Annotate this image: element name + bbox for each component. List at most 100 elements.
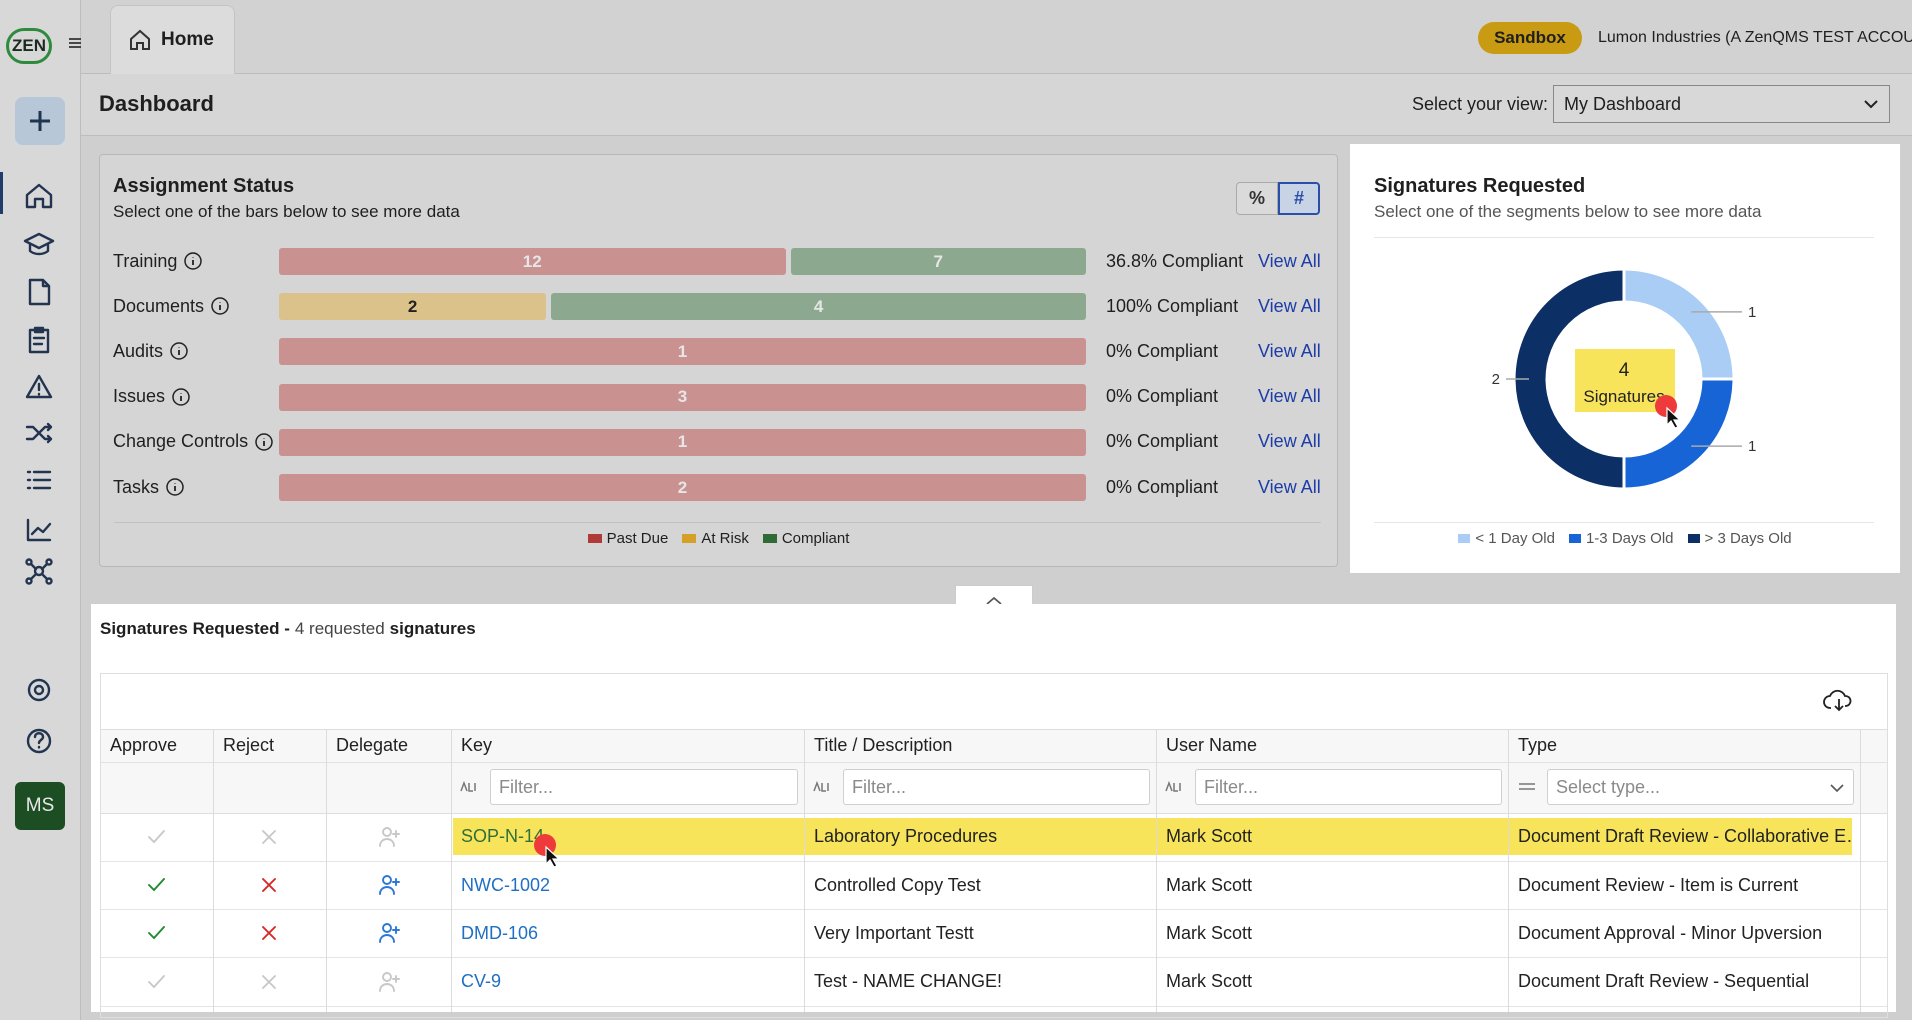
filter-placeholder: Filter... xyxy=(1204,776,1259,797)
legend-swatch xyxy=(587,534,602,543)
bar-value: 12 xyxy=(522,251,542,271)
row-label: Issues xyxy=(113,386,166,407)
info-circle xyxy=(255,433,273,451)
approve-button[interactable] xyxy=(144,873,170,897)
reject-button[interactable] xyxy=(257,921,283,945)
row-divider xyxy=(101,861,1887,862)
home-tab[interactable]: Home xyxy=(110,5,235,74)
row-divider xyxy=(101,1006,1887,1007)
status-bar[interactable]: 4 xyxy=(551,293,1086,321)
cell-user: Mark Scott xyxy=(1166,874,1253,895)
reject-button[interactable] xyxy=(257,873,283,897)
view-all-link[interactable]: View All xyxy=(1258,476,1321,497)
segment-label: 1 xyxy=(1748,438,1756,455)
heading-text: Signatures Requested - xyxy=(100,619,290,638)
filter-icon xyxy=(460,780,476,792)
legend-label: Past Due xyxy=(606,530,669,547)
status-bar[interactable]: 2 xyxy=(279,293,547,321)
status-bar[interactable]: 7 xyxy=(790,248,1086,275)
cell-title: Very Important Testt xyxy=(814,922,974,943)
active-indicator xyxy=(0,172,3,214)
status-bar[interactable]: 2 xyxy=(279,474,1086,501)
legend-item: > 3 Days Old xyxy=(1687,530,1792,547)
filter-placeholder: Filter... xyxy=(499,776,554,797)
filter-placeholder: Select type... xyxy=(1556,776,1661,797)
page-title: Dashboard xyxy=(99,91,214,116)
filter-input[interactable]: Filter... xyxy=(843,769,1150,805)
legend-item: Compliant xyxy=(762,530,849,547)
compliance-text: 36.8% Compliant xyxy=(1106,250,1244,271)
bar-value: 7 xyxy=(933,251,943,271)
row-label-group: Issues xyxy=(113,384,191,410)
center-value: 4 xyxy=(1619,360,1630,381)
column-header: User Name xyxy=(1166,735,1258,755)
approve-button[interactable] xyxy=(144,921,170,945)
toggle-button[interactable]: % xyxy=(1236,182,1278,215)
status-bar[interactable]: 12 xyxy=(279,248,786,275)
key-link[interactable]: DMD-106 xyxy=(461,922,539,943)
view-all-link[interactable]: View All xyxy=(1258,295,1321,316)
user-avatar[interactable]: MS xyxy=(15,782,65,830)
view-all-link[interactable]: View All xyxy=(1258,386,1321,407)
key-link[interactable]: SOP-N-14 xyxy=(461,826,545,846)
legend-item: < 1 Day Old xyxy=(1458,530,1555,547)
column-divider xyxy=(804,729,805,1012)
delegate-button[interactable] xyxy=(376,873,402,897)
view-all-link[interactable]: View All xyxy=(1258,431,1321,452)
cell-type: Document Draft Review - Sequential xyxy=(1518,971,1810,991)
status-bar[interactable]: 3 xyxy=(279,383,1086,411)
filter-icon xyxy=(813,780,829,792)
status-bar[interactable]: 1 xyxy=(279,428,1086,456)
legend-item: Past Due xyxy=(587,530,669,547)
card-title: Assignment Status xyxy=(113,174,295,197)
separator xyxy=(114,522,1321,523)
legend-item: 1-3 Days Old xyxy=(1568,530,1674,547)
center-label: Signatures xyxy=(1583,387,1664,406)
column-header: Type xyxy=(1518,735,1558,755)
donut-segment[interactable] xyxy=(1512,267,1626,491)
view-all-link[interactable]: View All xyxy=(1258,340,1321,361)
view-select[interactable]: My Dashboard xyxy=(1553,85,1890,123)
column-divider xyxy=(326,729,327,1012)
cell-type: Document Draft Review - Collaborative E… xyxy=(1518,826,1852,846)
key-link[interactable]: CV-9 xyxy=(461,971,502,991)
nav-icons[interactable] xyxy=(0,170,80,1020)
legend: < 1 Day Old 1-3 Days Old > 3 Days Old xyxy=(1350,530,1900,547)
menu-icon[interactable] xyxy=(68,36,82,50)
info-circle xyxy=(172,387,190,406)
legend-swatch xyxy=(682,534,697,543)
toggle-button[interactable]: # xyxy=(1278,182,1320,215)
view-all-link[interactable]: View All xyxy=(1258,250,1321,271)
status-bar[interactable]: 1 xyxy=(279,338,1086,366)
info-icon xyxy=(172,387,190,406)
row-label-group: Change Controls xyxy=(113,429,274,455)
info-icon xyxy=(211,297,229,315)
download-icon[interactable] xyxy=(1823,688,1855,714)
legend-label: At Risk xyxy=(701,530,749,547)
filter-placeholder: Filter... xyxy=(852,776,907,797)
filter-icon xyxy=(1165,780,1181,792)
new-button[interactable] xyxy=(15,97,65,145)
icon-glyph xyxy=(147,878,165,892)
legend-swatch xyxy=(762,534,777,543)
cursor xyxy=(1655,395,1682,429)
delegate-button[interactable] xyxy=(376,921,402,945)
view-label: Select your view: xyxy=(1412,93,1549,114)
filter-input[interactable]: Select type... xyxy=(1547,769,1854,805)
filter-input[interactable]: Filter... xyxy=(490,769,798,805)
compliance-text: 0% Compliant xyxy=(1106,386,1219,407)
separator xyxy=(1374,522,1874,523)
tab-label: Home xyxy=(161,29,214,50)
key-link[interactable]: NWC-1002 xyxy=(461,874,551,895)
bar-value: 1 xyxy=(677,341,688,361)
column-header: Approve xyxy=(110,735,178,755)
icon-glyph xyxy=(147,926,165,940)
icon-glyph xyxy=(261,829,276,844)
separator xyxy=(1374,237,1874,238)
filter-icon xyxy=(1519,783,1535,790)
column-divider xyxy=(1156,729,1157,1012)
info-icon xyxy=(166,478,184,496)
filter-input[interactable]: Filter... xyxy=(1195,769,1502,805)
bar-value: 1 xyxy=(677,432,688,452)
info-icon xyxy=(255,433,273,451)
